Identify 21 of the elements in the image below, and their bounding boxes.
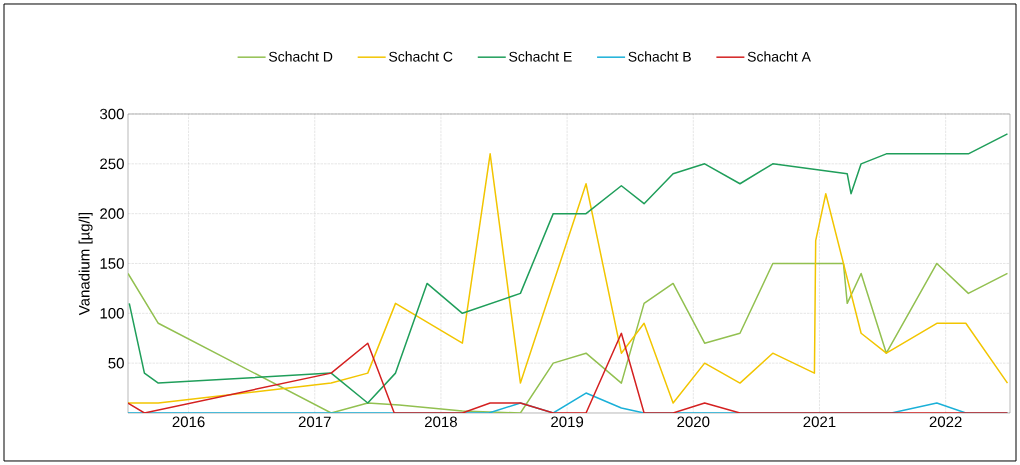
x-tick-label: 2017 xyxy=(298,416,331,428)
legend-label: Schacht A xyxy=(747,51,811,62)
x-tick-label: 2020 xyxy=(677,416,710,428)
y-tick-label: 100 xyxy=(100,308,124,319)
y-tick-label: 50 xyxy=(108,357,124,369)
y-tick-label: 300 xyxy=(100,108,124,120)
y-tick-label: 200 xyxy=(100,208,124,219)
y-tick-label: 150 xyxy=(100,258,124,269)
legend-label: Schacht C xyxy=(389,51,453,62)
x-tick-label: 2019 xyxy=(551,416,584,428)
x-tick-label: 2018 xyxy=(425,416,457,428)
y-axis-title: Vanadium [µg/l] xyxy=(78,212,93,316)
x-tick-label: 2016 xyxy=(172,416,205,428)
x-tick-label: 2022 xyxy=(929,416,962,428)
legend-label: Schacht B xyxy=(628,51,691,62)
legend-label: Schacht E xyxy=(509,51,572,62)
y-tick-label: 250 xyxy=(100,158,124,170)
x-tick-label: 2021 xyxy=(803,416,836,428)
legend-label: Schacht D xyxy=(268,51,333,62)
line-series xyxy=(128,262,1009,413)
line-series xyxy=(128,332,1009,413)
